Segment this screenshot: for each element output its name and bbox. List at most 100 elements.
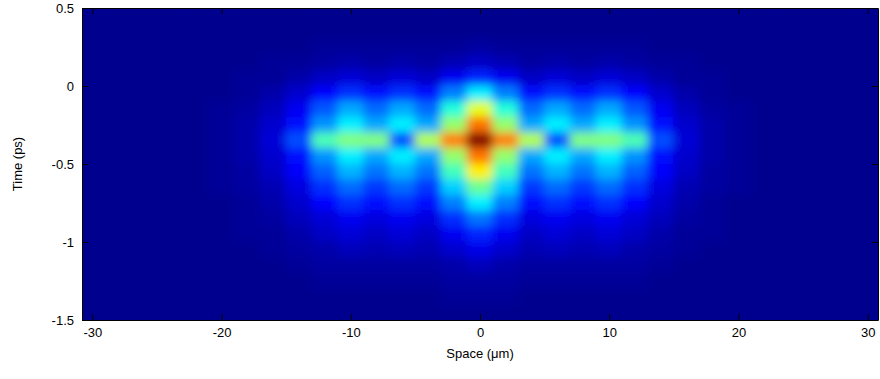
heatmap-cell — [389, 164, 416, 181]
heatmap-cell — [415, 288, 442, 305]
heatmap-cell — [363, 86, 390, 103]
tick: -10 — [342, 314, 361, 340]
heatmap-cell — [596, 8, 623, 24]
heatmap-cell — [363, 179, 390, 196]
tick-mark — [872, 8, 878, 9]
heatmap-cell — [725, 39, 752, 56]
heatmap-cell — [363, 210, 390, 227]
heatmap-cell — [337, 117, 364, 134]
heatmap-cell — [647, 210, 674, 227]
heatmap-cell — [131, 226, 158, 243]
heatmap-cell — [82, 117, 106, 134]
heatmap-cell — [286, 304, 313, 320]
heatmap-cell — [725, 304, 752, 320]
heatmap-cell — [182, 273, 209, 290]
heatmap-cell — [286, 195, 313, 212]
heatmap-cell — [725, 8, 752, 24]
heatmap-cell — [82, 195, 106, 212]
heatmap-cell — [725, 210, 752, 227]
heatmap-cell — [82, 164, 106, 181]
heatmap-cell — [286, 54, 313, 71]
heatmap-cell — [622, 179, 649, 196]
plot-background — [82, 8, 878, 320]
heatmap-cell — [467, 23, 494, 40]
heatmap-cell — [518, 54, 545, 71]
heatmap-cell — [828, 132, 855, 149]
heatmap-cell — [441, 23, 468, 40]
heatmap-cell — [131, 195, 158, 212]
heatmap-cell — [699, 273, 726, 290]
heatmap-cell — [596, 23, 623, 40]
heatmap-cell — [828, 8, 855, 24]
heatmap-cell — [82, 242, 106, 259]
heatmap-cell — [570, 210, 597, 227]
heatmap-cell — [492, 23, 519, 40]
heatmap-cell — [82, 273, 106, 290]
heatmap-cell — [131, 23, 158, 40]
heatmap-cell — [441, 226, 468, 243]
heatmap-cell — [337, 148, 364, 165]
heatmap-cell — [518, 86, 545, 103]
heatmap-cell — [828, 179, 855, 196]
tick — [351, 8, 352, 14]
heatmap-cell — [234, 179, 261, 196]
heatmap-cell — [518, 23, 545, 40]
heatmap-cell — [208, 70, 235, 87]
heatmap-cell — [105, 101, 132, 118]
heatmap-cell — [725, 86, 752, 103]
heatmap-cell — [260, 195, 287, 212]
heatmap-cell — [156, 70, 183, 87]
heatmap-cell — [286, 148, 313, 165]
heatmap-cell — [751, 226, 778, 243]
heatmap-cell — [156, 257, 183, 274]
heatmap-cell — [673, 242, 700, 259]
heatmap-cell — [854, 132, 878, 149]
heatmap-cell — [828, 54, 855, 71]
heatmap-cell — [208, 226, 235, 243]
heatmap-cell — [803, 86, 830, 103]
heatmap-cell — [156, 117, 183, 134]
heatmap-cell — [337, 226, 364, 243]
heatmap-cell — [389, 179, 416, 196]
heatmap-cell — [234, 273, 261, 290]
heatmap-cell — [286, 226, 313, 243]
heatmap-cell — [105, 132, 132, 149]
heatmap-cell — [622, 132, 649, 149]
heatmap-cell — [105, 226, 132, 243]
heatmap-cell — [596, 164, 623, 181]
tick — [872, 86, 878, 87]
heatmap-cell — [492, 132, 519, 149]
heatmap-cell — [751, 8, 778, 24]
heatmap-cell — [673, 273, 700, 290]
heatmap-cell — [105, 70, 132, 87]
heatmap-cell — [544, 257, 571, 274]
heatmap-cell — [312, 8, 339, 24]
heatmap-cell — [234, 148, 261, 165]
heatmap-cell — [182, 148, 209, 165]
heatmap-cell — [699, 148, 726, 165]
heatmap-cell — [544, 23, 571, 40]
tick: 20 — [732, 314, 746, 340]
heatmap-cell — [803, 23, 830, 40]
heatmap-cell — [828, 257, 855, 274]
heatmap-cell — [234, 54, 261, 71]
heatmap-cell — [415, 195, 442, 212]
heatmap-cell — [182, 164, 209, 181]
heatmap-cell — [622, 70, 649, 87]
tick: 30 — [861, 314, 875, 340]
heatmap-cell — [182, 210, 209, 227]
heatmap-cell — [647, 148, 674, 165]
tick — [872, 242, 878, 243]
heatmap-cell — [673, 8, 700, 24]
heatmap-cell — [131, 164, 158, 181]
heatmap-cell — [803, 70, 830, 87]
heatmap-cell — [82, 23, 106, 40]
heatmap-cell — [260, 288, 287, 305]
heatmap-cell — [854, 179, 878, 196]
heatmap-cell — [803, 148, 830, 165]
heatmap-cell — [570, 179, 597, 196]
heatmap-cell — [182, 179, 209, 196]
heatmap-cell — [622, 8, 649, 24]
heatmap-cell — [182, 8, 209, 24]
tick — [872, 320, 878, 321]
